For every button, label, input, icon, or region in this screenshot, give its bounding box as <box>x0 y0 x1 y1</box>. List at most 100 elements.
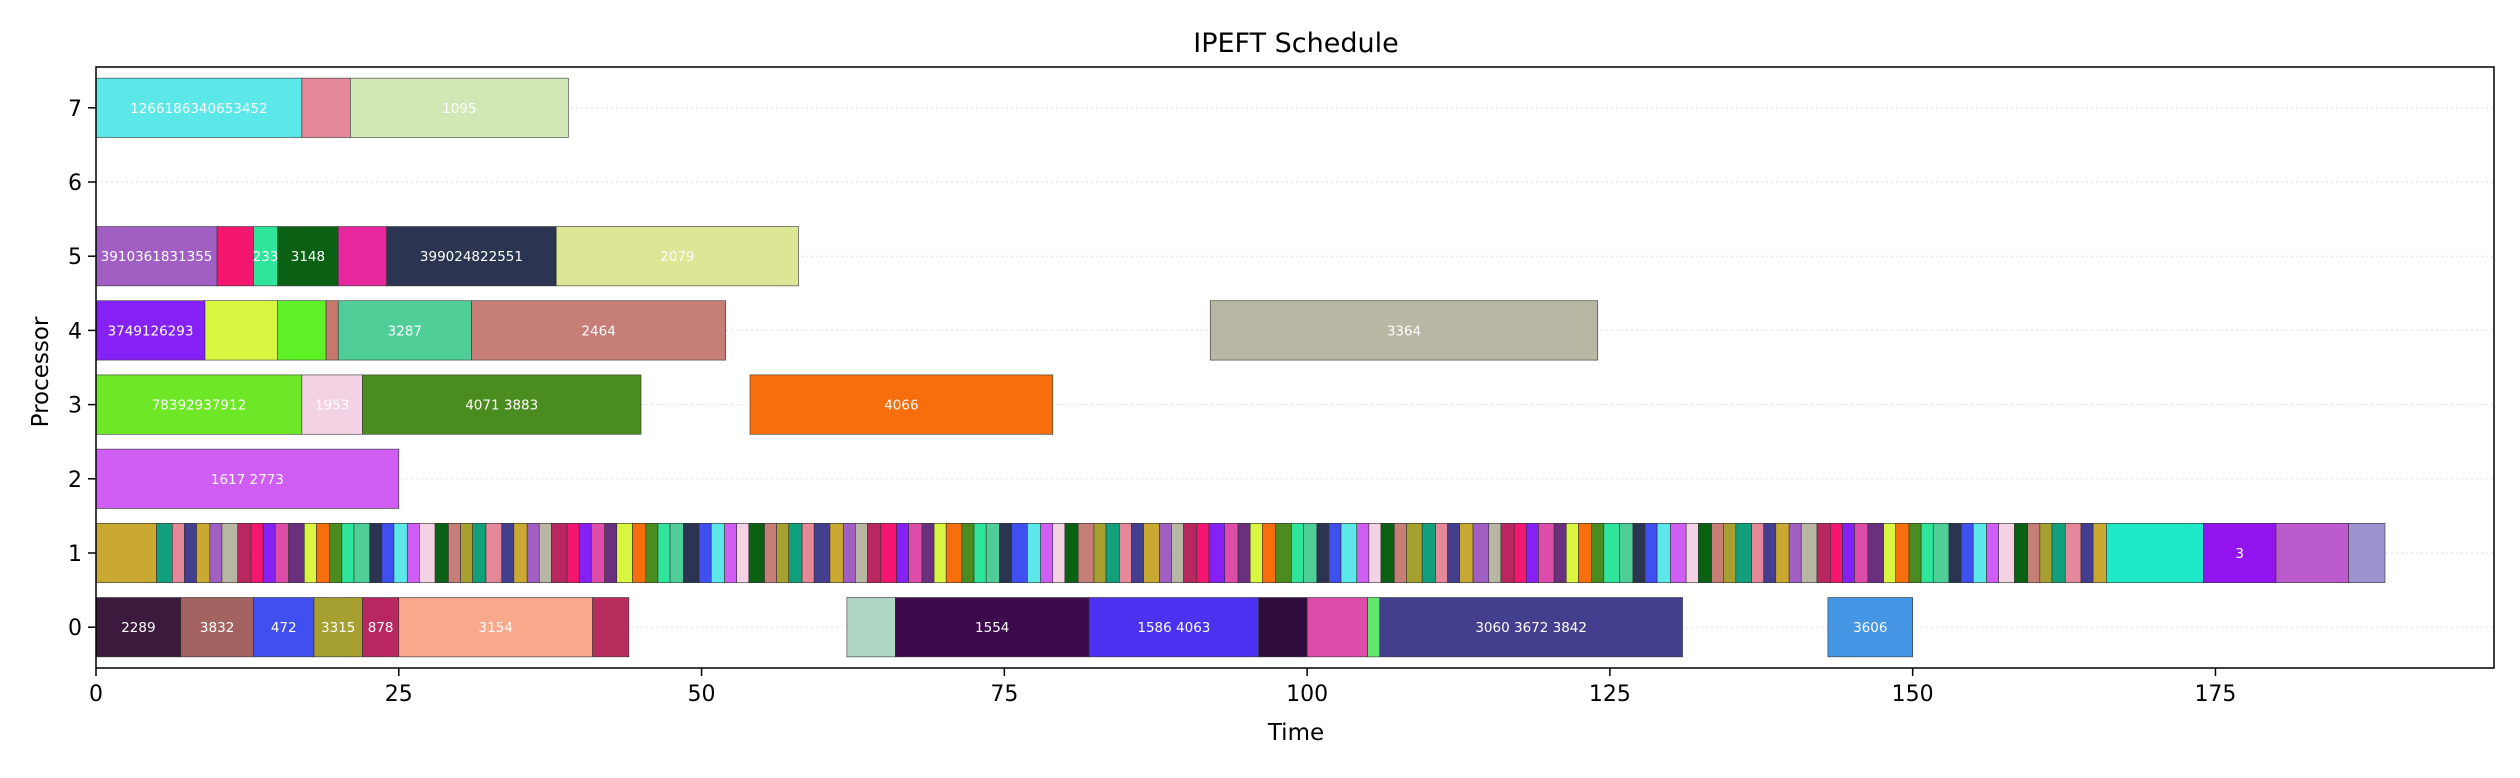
task-bars <box>95 77 2386 658</box>
task-bar <box>1827 597 1913 658</box>
task-bar <box>1379 597 1683 658</box>
task-label: 878 <box>368 620 394 636</box>
task-label: 3 <box>2235 546 2244 562</box>
task-bar <box>1619 523 1634 583</box>
task-label: 399024822551 <box>420 249 523 265</box>
task-bar <box>448 523 461 583</box>
task-bar <box>95 523 157 583</box>
task-bar <box>1447 523 1461 583</box>
task-bar <box>1328 523 1342 583</box>
task-label: 1266186340653452 <box>130 101 267 117</box>
task-bar <box>1883 523 1897 583</box>
task-bar <box>301 374 363 435</box>
task-bar <box>1986 523 1999 583</box>
task-bar <box>95 77 303 138</box>
task-bar <box>1565 523 1579 583</box>
x-tick-label: 150 <box>1892 682 1934 707</box>
task-bar <box>1306 597 1368 658</box>
task-bar <box>253 597 315 658</box>
task-bar <box>698 523 712 583</box>
task-bar <box>95 226 218 287</box>
task-bar <box>2014 523 2029 583</box>
task-bar <box>277 226 339 287</box>
task-bar <box>1711 523 1725 583</box>
task-bar <box>304 523 317 583</box>
x-axis-ticks: 0 25 50 75 100 125 150 175 <box>89 668 2236 707</box>
task-bar <box>341 523 355 583</box>
task-bar <box>1262 523 1276 583</box>
task-bar <box>1027 523 1041 583</box>
task-bar <box>566 523 580 583</box>
task-bar <box>1763 523 1777 583</box>
task-bar <box>908 523 923 583</box>
y-tick-label: 3 <box>68 394 82 419</box>
x-tick-label: 75 <box>990 682 1018 707</box>
task-label: 3154 <box>478 620 512 636</box>
task-label: 472 <box>271 620 297 636</box>
task-bar <box>764 523 777 583</box>
x-tick-label: 50 <box>688 682 716 707</box>
task-bar <box>353 523 371 583</box>
task-bar <box>337 226 387 287</box>
task-bar <box>1183 523 1198 583</box>
task-label: 1953 <box>315 398 349 414</box>
task-bar <box>749 374 1054 435</box>
task-bar <box>513 523 528 583</box>
task-label: 3060 3672 3842 <box>1475 620 1587 636</box>
task-label: 3749126293 <box>108 323 194 339</box>
task-bar <box>1488 523 1502 583</box>
task-labels: 1266186340653452 1095 3910361831355 233 3148… <box>101 101 2244 636</box>
task-bar <box>1208 523 1226 583</box>
task-bar <box>1920 523 1934 583</box>
chart-title: IPEFT Schedule <box>1193 28 1399 59</box>
task-bar <box>736 523 750 583</box>
task-bar <box>1513 523 1527 583</box>
task-bar <box>551 523 568 583</box>
task-bar <box>933 523 947 583</box>
task-bar <box>867 523 882 583</box>
task-bar <box>1077 523 1095 583</box>
task-bar <box>1367 597 1381 658</box>
task-bar <box>1842 523 1855 583</box>
task-bar <box>645 523 659 583</box>
task-label: 3910361831355 <box>101 249 213 265</box>
task-bar <box>1368 523 1382 583</box>
task-bar <box>1237 523 1251 583</box>
task-bar <box>1196 523 1210 583</box>
task-bar <box>1421 523 1436 583</box>
task-bar <box>1895 523 1910 583</box>
task-bar <box>1591 523 1605 583</box>
task-bar <box>406 523 420 583</box>
task-bar <box>1500 523 1515 583</box>
task-bar <box>1340 523 1358 583</box>
task-bar <box>985 523 1000 583</box>
task-bar <box>1553 523 1567 583</box>
task-bar <box>262 523 276 583</box>
task-bar <box>277 300 327 361</box>
task-bar <box>880 523 897 583</box>
y-axis-label: Processor <box>28 316 54 427</box>
task-bar <box>337 300 472 361</box>
y-axis-ticks: 0 1 2 3 4 5 6 7 <box>68 97 96 641</box>
task-label: 233 <box>253 249 279 265</box>
task-bar <box>204 300 278 361</box>
task-bar <box>846 597 896 658</box>
task-bar <box>460 523 473 583</box>
y-tick-label: 6 <box>68 171 82 196</box>
task-bar <box>1249 523 1263 583</box>
task-bar <box>184 523 197 583</box>
task-bar <box>842 523 856 583</box>
task-bar <box>434 523 449 583</box>
task-bar <box>604 523 618 583</box>
task-bar <box>1685 523 1699 583</box>
task-bar <box>2106 523 2204 583</box>
task-label: 3606 <box>1853 620 1887 636</box>
task-bar <box>895 597 1090 658</box>
task-label: 4071 3883 <box>465 398 538 414</box>
task-bar <box>1972 523 1987 583</box>
x-tick-label: 0 <box>89 682 103 707</box>
task-bar <box>896 523 909 583</box>
task-bar <box>325 300 339 361</box>
task-label: 3832 <box>200 620 234 636</box>
task-bar <box>616 523 633 583</box>
